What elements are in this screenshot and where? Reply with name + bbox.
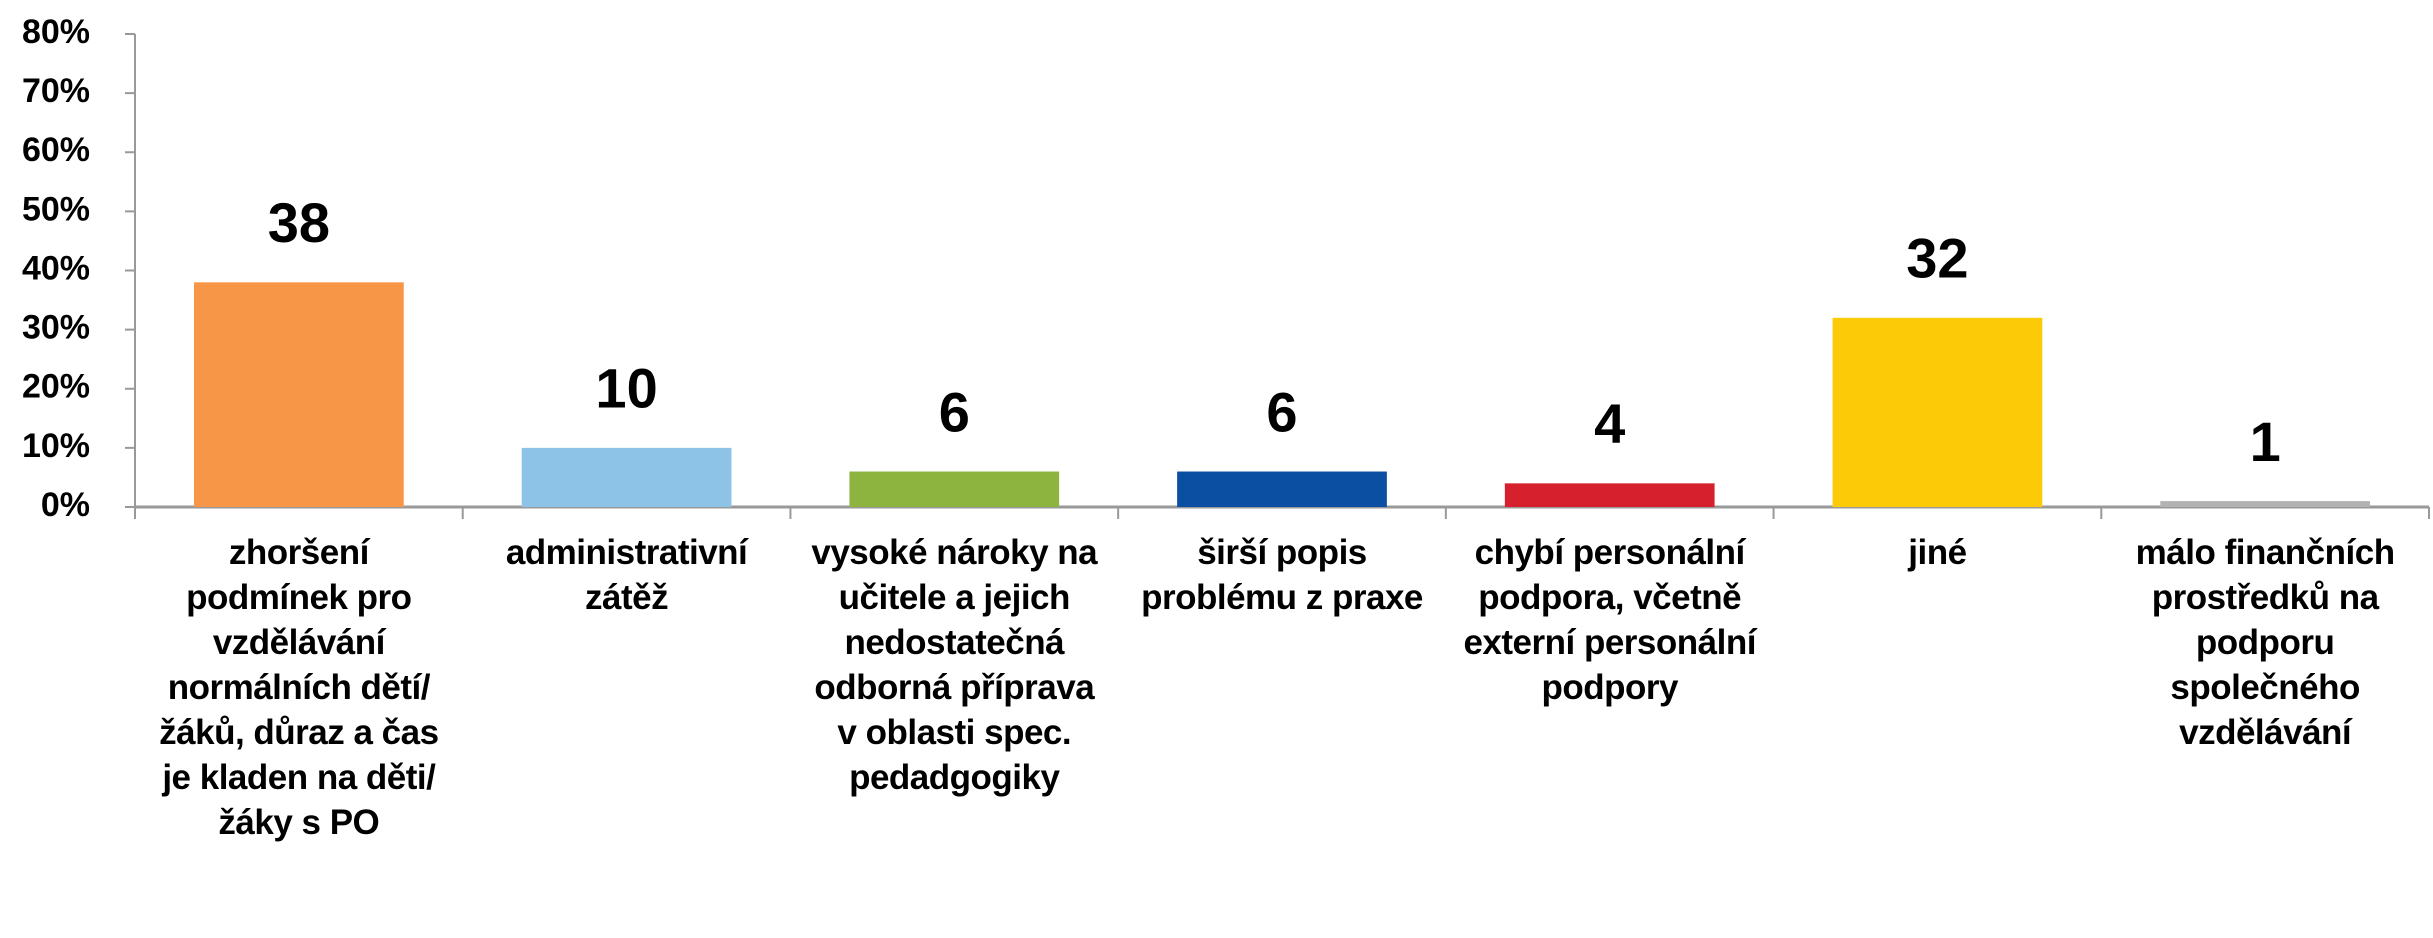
data-label: 6 [939, 380, 970, 443]
x-tick-label: jiné [1908, 533, 1967, 572]
bar [2160, 501, 2371, 507]
x-tick-label: chybí personální podpora, včetně externí… [1463, 533, 1756, 707]
x-tick-label: vysoké nároky na učitele a jejich nedost… [811, 533, 1098, 797]
bar [1177, 471, 1387, 507]
x-tick-label: širší popis problému z praxe [1141, 533, 1423, 617]
y-tick-label: 40% [22, 249, 90, 287]
y-tick-label: 20% [22, 368, 90, 406]
y-tick-label: 60% [22, 131, 90, 169]
bar [1504, 483, 1715, 507]
data-label: 4 [1594, 392, 1625, 455]
y-tick-label: 70% [22, 72, 90, 110]
data-label: 6 [1266, 380, 1297, 443]
x-tick-label: administrativní zátěž [505, 533, 748, 617]
data-label: 10 [595, 357, 657, 420]
y-tick-label: 80% [22, 13, 90, 51]
data-label: 1 [2250, 410, 2281, 473]
x-tick-label: málo finančních prostředků na podporu sp… [2135, 533, 2395, 752]
bar [849, 471, 1060, 507]
bar [521, 447, 732, 507]
y-tick-label: 10% [22, 427, 90, 465]
bar [193, 282, 404, 507]
data-label: 38 [268, 191, 330, 254]
x-tick-label: zhoršení podmínek pro vzdělávání normáln… [159, 533, 439, 842]
y-tick-label: 50% [22, 190, 90, 228]
y-tick-label: 30% [22, 309, 90, 347]
data-label: 32 [1906, 227, 1968, 290]
y-tick-label: 0% [41, 486, 90, 524]
bar [1832, 317, 2043, 507]
